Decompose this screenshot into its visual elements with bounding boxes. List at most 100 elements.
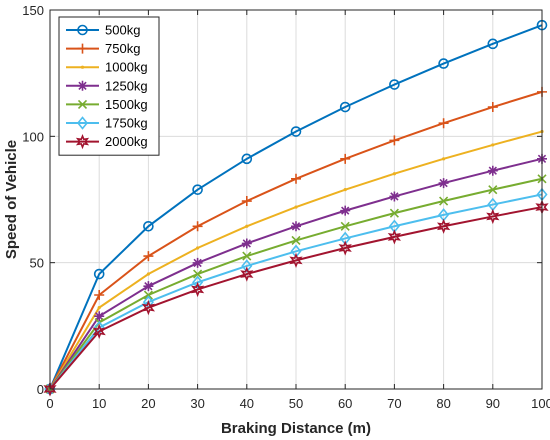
data-point	[291, 221, 301, 232]
data-point	[92, 323, 106, 340]
y-tick-label: 0	[37, 382, 44, 397]
data-point	[190, 281, 205, 298]
x-tick-label: 40	[240, 396, 254, 411]
data-point	[438, 118, 449, 129]
data-point	[389, 135, 400, 146]
data-point	[242, 251, 252, 261]
data-point	[289, 252, 303, 269]
legend-marker	[77, 43, 88, 54]
data-point	[438, 178, 449, 189]
data-point	[192, 184, 203, 195]
data-point	[290, 126, 302, 137]
legend-item: 1750kg	[66, 116, 148, 131]
legend-item: 750kg	[66, 41, 140, 56]
data-point	[143, 220, 154, 232]
data-point	[487, 102, 498, 113]
data-point	[488, 185, 498, 195]
data-point	[241, 238, 252, 249]
data-point	[486, 208, 500, 225]
x-tick-label: 70	[387, 396, 401, 411]
y-tick-label: 150	[22, 3, 44, 18]
data-point	[245, 224, 249, 228]
series-line-2000kg	[49, 206, 543, 390]
series-2000kg	[43, 199, 549, 397]
data-point	[192, 221, 203, 232]
x-tick-label: 0	[46, 396, 53, 411]
x-tick-label: 30	[190, 396, 204, 411]
legend-item: 1500kg	[66, 97, 148, 112]
data-point	[340, 153, 351, 164]
y-tick-label: 50	[30, 256, 44, 271]
data-point	[43, 381, 57, 397]
legend-marker	[75, 133, 90, 150]
data-point	[340, 205, 351, 216]
legend-marker	[77, 24, 88, 36]
legend-item: 1000kg	[66, 60, 148, 75]
data-point	[338, 240, 352, 256]
data-point	[438, 58, 449, 69]
legend-marker	[76, 116, 89, 130]
legend-label: 500kg	[105, 23, 140, 38]
data-point	[340, 221, 350, 231]
series-500kg	[44, 19, 548, 395]
data-point	[442, 157, 446, 161]
legend-box	[58, 16, 160, 156]
legend-label: 1000kg	[105, 60, 148, 75]
data-point	[240, 266, 254, 282]
y-tick-label: 100	[22, 129, 44, 144]
data-point	[439, 196, 449, 206]
data-point	[343, 188, 347, 192]
data-point	[291, 235, 301, 245]
data-point	[241, 196, 252, 207]
data-point	[241, 259, 253, 273]
data-point	[143, 281, 154, 292]
legend-marker	[80, 65, 85, 69]
x-tick-label: 80	[436, 396, 450, 411]
data-point	[93, 320, 105, 335]
legend-item: 2000kg	[66, 133, 148, 150]
data-point	[196, 246, 200, 250]
legend-item: 1250kg	[66, 78, 148, 93]
data-point	[339, 101, 351, 113]
series-1250kg	[45, 153, 547, 394]
data-point	[389, 191, 400, 202]
x-axis-ticks: 0 10 20 30 40 50 60 70 80 90 100	[46, 10, 550, 411]
data-point	[193, 269, 203, 279]
data-point	[387, 229, 402, 245]
x-tick-label: 10	[92, 396, 106, 411]
data-point	[487, 165, 498, 176]
data-point	[241, 153, 253, 165]
legend-label: 750kg	[105, 41, 140, 56]
series-layer	[43, 19, 549, 397]
legend: 500kg 750kg 1000kg 1250kg 1500kg 1750kg 2000kg	[58, 16, 160, 156]
legend-marker	[77, 99, 88, 109]
series-750kg	[45, 86, 547, 394]
data-point	[97, 306, 101, 310]
data-point	[143, 251, 154, 262]
data-point	[389, 208, 399, 218]
data-point	[94, 290, 105, 301]
x-tick-label: 90	[486, 396, 500, 411]
data-point	[143, 290, 153, 300]
legend-item: 500kg	[66, 23, 140, 38]
x-tick-label: 100	[531, 396, 550, 411]
legend-marker	[77, 80, 88, 91]
legend-label: 2000kg	[105, 134, 148, 149]
x-tick-label: 20	[141, 396, 155, 411]
data-point	[94, 311, 105, 322]
data-point	[392, 172, 396, 176]
legend-label: 1500kg	[105, 97, 148, 112]
data-point	[192, 275, 204, 290]
legend-label: 1250kg	[105, 78, 148, 93]
data-point	[491, 143, 495, 147]
y-axis-title: Speed of Vehicle	[3, 140, 20, 259]
data-point	[291, 173, 301, 184]
data-point	[389, 79, 400, 90]
series-line-1750kg	[49, 193, 543, 390]
series-1500kg	[45, 174, 547, 394]
data-point	[436, 218, 451, 234]
data-point	[487, 38, 499, 50]
y-axis-ticks: 0 50 100 150	[22, 3, 542, 397]
data-point	[93, 268, 105, 280]
